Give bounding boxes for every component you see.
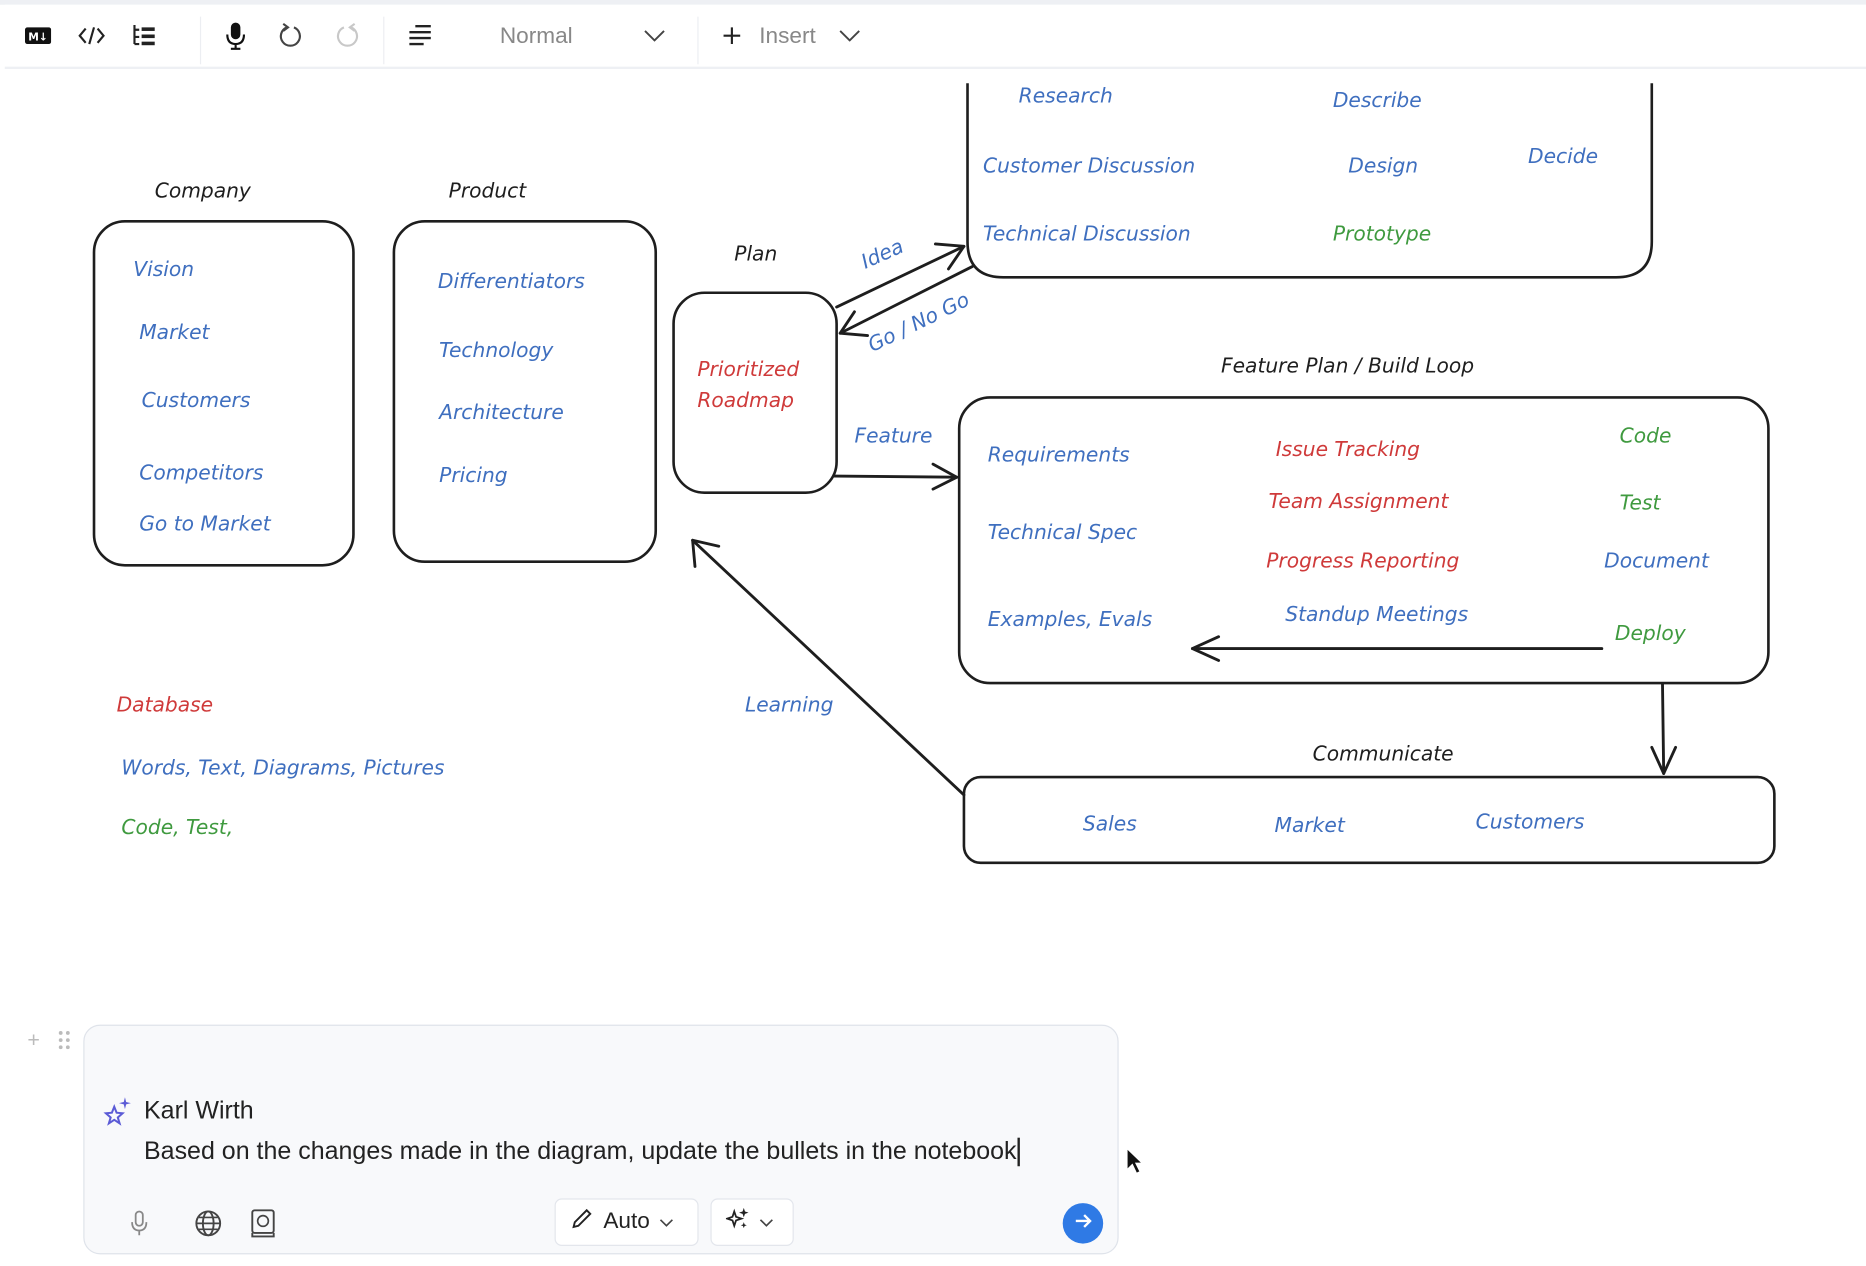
toolbar: M↓ Normal (4, 4, 1866, 70)
chevron-down-icon (659, 1209, 674, 1235)
arrow-right-icon (1072, 1210, 1093, 1237)
insert-label: Insert (759, 23, 816, 49)
feature-label: Feature (854, 424, 932, 448)
redo-icon[interactable] (333, 21, 362, 50)
sparkles-icon (724, 1207, 750, 1238)
plus-icon (721, 21, 742, 50)
style-select[interactable]: Normal (481, 5, 677, 67)
go-no-go-label: Go / No Go (864, 287, 973, 357)
learning-label: Learning (745, 693, 834, 717)
build-item: Technical Spec (988, 520, 1137, 544)
research-item: Describe (1333, 88, 1422, 112)
build-loop-box[interactable] (957, 396, 1770, 685)
deploy-loop-arrow[interactable] (1191, 635, 1604, 662)
learning-arrow[interactable] (691, 538, 966, 797)
company-item: Market (139, 320, 210, 344)
style-select-value: Normal (499, 23, 573, 49)
product-title: Product (449, 179, 528, 203)
communicate-arrow[interactable] (1650, 682, 1678, 775)
build-item: Examples, Evals (988, 607, 1153, 631)
plan-item: Roadmap (697, 388, 794, 412)
build-item: Document (1604, 549, 1710, 573)
go-no-go-arrow[interactable] (838, 265, 974, 338)
product-item: Architecture (437, 400, 564, 424)
globe-icon[interactable] (192, 1207, 225, 1240)
chat-author: Karl Wirth (143, 1097, 254, 1125)
research-item: Decide (1528, 144, 1598, 168)
communicate-item: Sales (1083, 812, 1137, 836)
build-item: Issue Tracking (1276, 437, 1420, 461)
model-select[interactable] (710, 1198, 794, 1246)
drag-handle-icon[interactable] (57, 1028, 71, 1058)
legend-database: Database (117, 693, 213, 717)
toolbar-divider (697, 16, 699, 65)
product-item: Pricing (439, 463, 508, 487)
microphone-icon[interactable] (221, 21, 250, 50)
mode-label: Auto (603, 1209, 650, 1235)
research-item: Design (1348, 154, 1418, 178)
product-item: Technology (439, 338, 554, 362)
research-item: Research (1019, 83, 1113, 107)
chevron-down-icon (643, 21, 667, 50)
communicate-item: Market (1275, 813, 1346, 837)
sparkle-star-icon (101, 1095, 134, 1128)
idea-label: Idea (857, 234, 907, 274)
code-icon[interactable] (76, 21, 107, 50)
plan-title: Plan (734, 242, 777, 266)
build-item: Requirements (988, 443, 1130, 467)
legend-words: Words, Text, Diagrams, Pictures (121, 756, 445, 780)
toolbar-divider (383, 16, 385, 65)
microphone-icon[interactable] (125, 1207, 154, 1240)
align-icon[interactable] (406, 21, 435, 50)
chat-message-input[interactable]: Based on the changes made in the diagram… (144, 1138, 1020, 1167)
product-box[interactable] (392, 220, 658, 564)
company-title: Company (155, 179, 252, 203)
build-item: Deploy (1615, 621, 1687, 645)
company-item: Competitors (139, 461, 264, 485)
plan-item: Prioritized (697, 357, 799, 381)
build-item: Code (1620, 424, 1672, 448)
insert-button[interactable]: Insert (714, 5, 869, 67)
build-loop-title: Feature Plan / Build Loop (1221, 353, 1474, 377)
communicate-item: Customers (1476, 809, 1585, 833)
idea-arrow[interactable] (835, 242, 966, 309)
chat-message-text: Based on the changes made in the diagram… (143, 1137, 1017, 1166)
build-item: Team Assignment (1269, 489, 1450, 513)
plan-box[interactable] (672, 291, 838, 494)
ai-chat-input[interactable]: Karl Wirth Based on the changes made in … (83, 1024, 1119, 1255)
undo-icon[interactable] (276, 21, 305, 50)
svg-text:M↓: M↓ (28, 30, 48, 43)
toolbar-divider (199, 16, 202, 65)
company-item: Vision (133, 257, 194, 281)
send-button[interactable] (1062, 1203, 1104, 1244)
chevron-down-icon (759, 1209, 773, 1235)
notebook-icon[interactable] (246, 1207, 279, 1240)
research-item: Technical Discussion (983, 221, 1191, 245)
company-item: Customers (142, 388, 251, 412)
build-item: Test (1620, 490, 1662, 514)
mode-select[interactable]: Auto (554, 1198, 699, 1246)
window-top-strip (0, 0, 1866, 5)
research-item: Customer Discussion (983, 154, 1195, 178)
build-item: Standup Meetings (1285, 602, 1468, 626)
chevron-down-icon (838, 21, 862, 50)
product-item: Differentiators (438, 269, 585, 293)
research-box[interactable] (966, 83, 1654, 279)
markdown-icon[interactable]: M↓ (24, 21, 53, 50)
outline-icon[interactable] (130, 21, 159, 50)
communicate-title: Communicate (1313, 741, 1454, 765)
pencil-icon (570, 1207, 594, 1238)
mouse-cursor-icon (1126, 1147, 1145, 1182)
text-caret (1017, 1138, 1020, 1167)
build-item: Progress Reporting (1266, 549, 1459, 573)
feature-arrow[interactable] (832, 462, 959, 491)
company-box[interactable] (92, 220, 355, 567)
communicate-box[interactable] (962, 775, 1776, 865)
legend-code: Code, Test, (121, 815, 233, 839)
add-block-icon[interactable]: + (27, 1028, 40, 1053)
research-item: Prototype (1333, 221, 1431, 245)
company-item: Go to Market (139, 512, 271, 536)
